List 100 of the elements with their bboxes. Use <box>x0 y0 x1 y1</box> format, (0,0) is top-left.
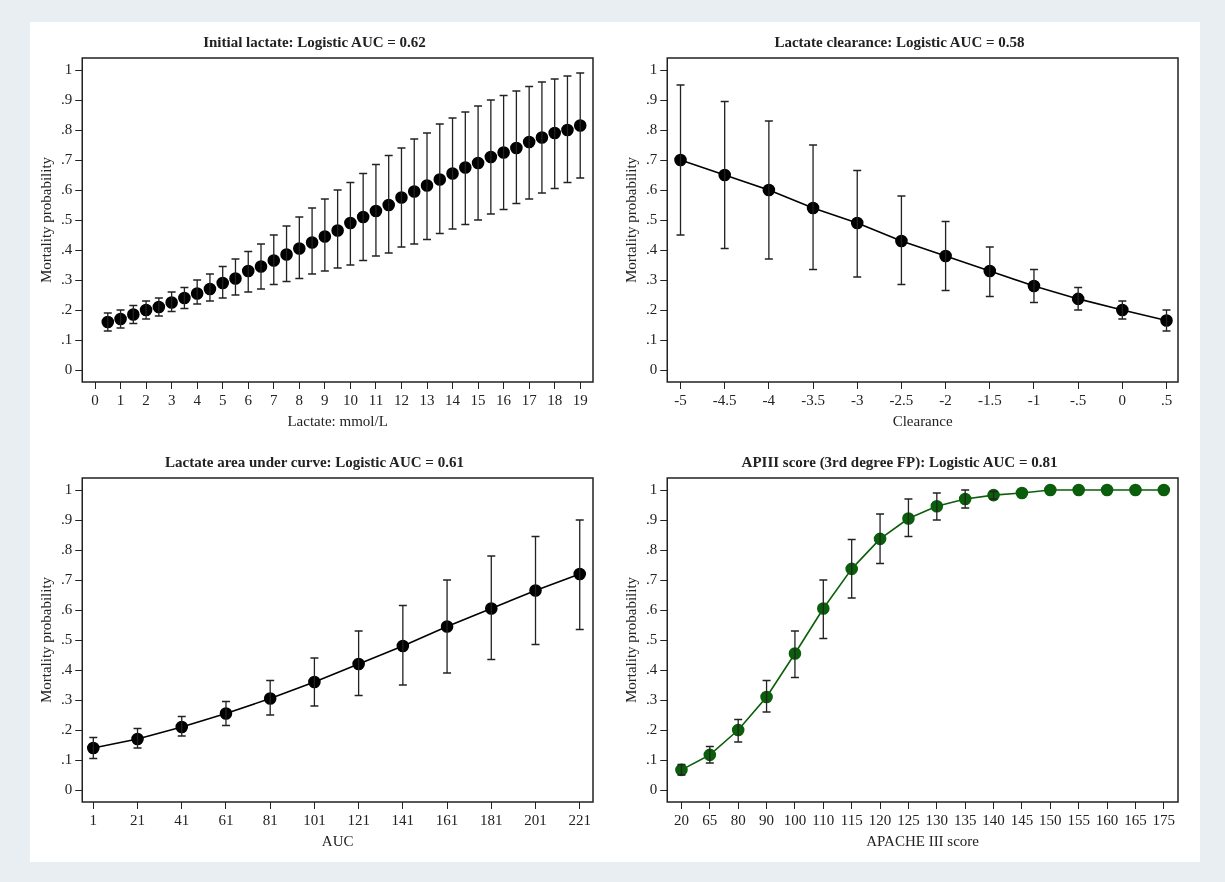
y-axis-title: Mortality probability <box>622 576 639 704</box>
x-tick-label: 160 <box>1095 811 1119 828</box>
y-tick-label: .7 <box>61 570 73 587</box>
x-tick-label: -1.5 <box>977 391 1002 408</box>
x-tick-label: 161 <box>435 811 459 828</box>
y-tick-label: .6 <box>61 180 73 197</box>
x-tick-label: 15 <box>470 391 486 408</box>
y-tick-label: .9 <box>61 510 73 527</box>
x-tick-label: -3.5 <box>801 391 825 408</box>
x-tick-label: 12 <box>393 391 409 408</box>
x-tick-label: 19 <box>572 391 588 408</box>
y-tick-label: 1 <box>649 480 658 497</box>
x-tick-label: 3 <box>167 391 176 408</box>
x-tick-label: 1 <box>116 391 125 408</box>
x-axis-title: Lactate: mmol/L <box>287 412 388 429</box>
y-axis-title: Mortality probability <box>37 156 54 284</box>
y-tick-label: .9 <box>61 90 73 107</box>
point <box>1129 483 1142 497</box>
chart-title: Lactate clearance: Logistic AUC = 0.58 <box>774 33 1025 50</box>
chart-title: Initial lactate: Logistic AUC = 0.62 <box>203 33 426 50</box>
x-tick-label: 115 <box>840 811 863 828</box>
x-axis-title: Clearance <box>892 412 953 429</box>
x-tick-label: 141 <box>391 811 415 828</box>
x-tick-label: 4 <box>193 391 202 408</box>
x-tick-label: 101 <box>303 811 326 828</box>
x-tick-label: .5 <box>1160 391 1173 408</box>
x-tick-label: 65 <box>702 811 718 828</box>
point <box>1015 486 1029 500</box>
point <box>1157 483 1171 497</box>
x-tick-label: 20 <box>673 811 689 828</box>
y-tick-label: .7 <box>61 150 73 167</box>
y-tick-label: 0 <box>649 360 658 377</box>
x-tick-label: 9 <box>321 391 329 408</box>
x-tick-label: 100 <box>783 811 807 828</box>
y-tick-label: .8 <box>646 120 658 137</box>
y-tick-label: .5 <box>646 630 658 647</box>
x-tick-label: 7 <box>270 391 279 408</box>
x-tick-label: 201 <box>524 811 547 828</box>
x-tick-label: 110 <box>812 811 835 828</box>
x-tick-label: 0 <box>91 391 99 408</box>
y-tick-label: .4 <box>646 660 658 677</box>
x-tick-label: 16 <box>496 391 512 408</box>
y-tick-label: .7 <box>646 570 658 587</box>
x-tick-label: -2.5 <box>889 391 914 408</box>
y-tick-label: 0 <box>649 780 658 797</box>
x-tick-label: 61 <box>218 811 234 828</box>
y-tick-label: .5 <box>646 210 658 227</box>
y-tick-label: .3 <box>646 690 658 707</box>
y-tick-label: .8 <box>646 540 658 557</box>
y-tick-label: .4 <box>61 240 73 257</box>
y-tick-label: .2 <box>61 300 73 317</box>
x-tick-label: 0 <box>1118 391 1127 408</box>
x-tick-label: 18 <box>547 391 563 408</box>
x-axis-title: AUC <box>321 832 354 849</box>
y-tick-label: .2 <box>646 720 658 737</box>
y-tick-label: 1 <box>649 60 658 77</box>
x-tick-label: 17 <box>521 391 538 408</box>
y-tick-label: .9 <box>646 510 658 527</box>
x-tick-label: 130 <box>925 811 949 828</box>
y-tick-label: .8 <box>61 540 73 557</box>
x-tick-label: -2 <box>939 391 952 408</box>
chart-title: Lactate area under curve: Logistic AUC = 0.61 <box>165 453 464 470</box>
y-tick-label: 0 <box>64 780 73 797</box>
x-tick-label: 11 <box>368 391 384 408</box>
y-tick-label: .1 <box>646 750 658 767</box>
point <box>1072 483 1085 497</box>
x-tick-label: 175 <box>1152 811 1176 828</box>
x-tick-label: -.5 <box>1070 391 1087 408</box>
y-tick-label: .6 <box>61 600 73 617</box>
x-tick-label: -4.5 <box>712 391 737 408</box>
y-tick-label: 1 <box>64 480 73 497</box>
y-tick-label: .3 <box>61 690 73 707</box>
y-tick-label: .2 <box>646 300 658 317</box>
chart-title: APIII score (3rd degree FP): Logistic AUC = 0.81 <box>741 453 1058 471</box>
x-tick-label: -1 <box>1027 391 1041 408</box>
y-tick-label: 0 <box>64 360 73 377</box>
x-tick-label: 90 <box>759 811 775 828</box>
x-tick-label: 221 <box>568 811 591 828</box>
x-tick-label: 10 <box>342 391 358 408</box>
x-tick-label: 140 <box>982 811 1005 828</box>
y-tick-label: .3 <box>646 270 658 287</box>
y-tick-label: .3 <box>61 270 73 287</box>
y-tick-label: .1 <box>61 330 73 347</box>
y-tick-label: .7 <box>646 150 658 167</box>
x-tick-label: 8 <box>295 391 304 408</box>
y-axis-title: Mortality probability <box>37 576 54 704</box>
x-tick-label: -5 <box>674 391 687 408</box>
x-tick-label: 41 <box>174 811 190 828</box>
x-tick-label: 81 <box>262 811 278 828</box>
x-tick-label: 121 <box>347 811 370 828</box>
x-tick-label: 21 <box>130 811 146 828</box>
x-tick-label: 1 <box>89 811 98 828</box>
x-tick-label: 125 <box>897 811 920 828</box>
y-tick-label: .9 <box>646 90 658 107</box>
x-tick-label: 80 <box>730 811 746 828</box>
y-tick-label: .8 <box>61 120 73 137</box>
x-tick-label: 13 <box>419 391 435 408</box>
x-tick-label: 165 <box>1124 811 1147 828</box>
point <box>1044 483 1057 497</box>
y-tick-label: .1 <box>61 750 73 767</box>
